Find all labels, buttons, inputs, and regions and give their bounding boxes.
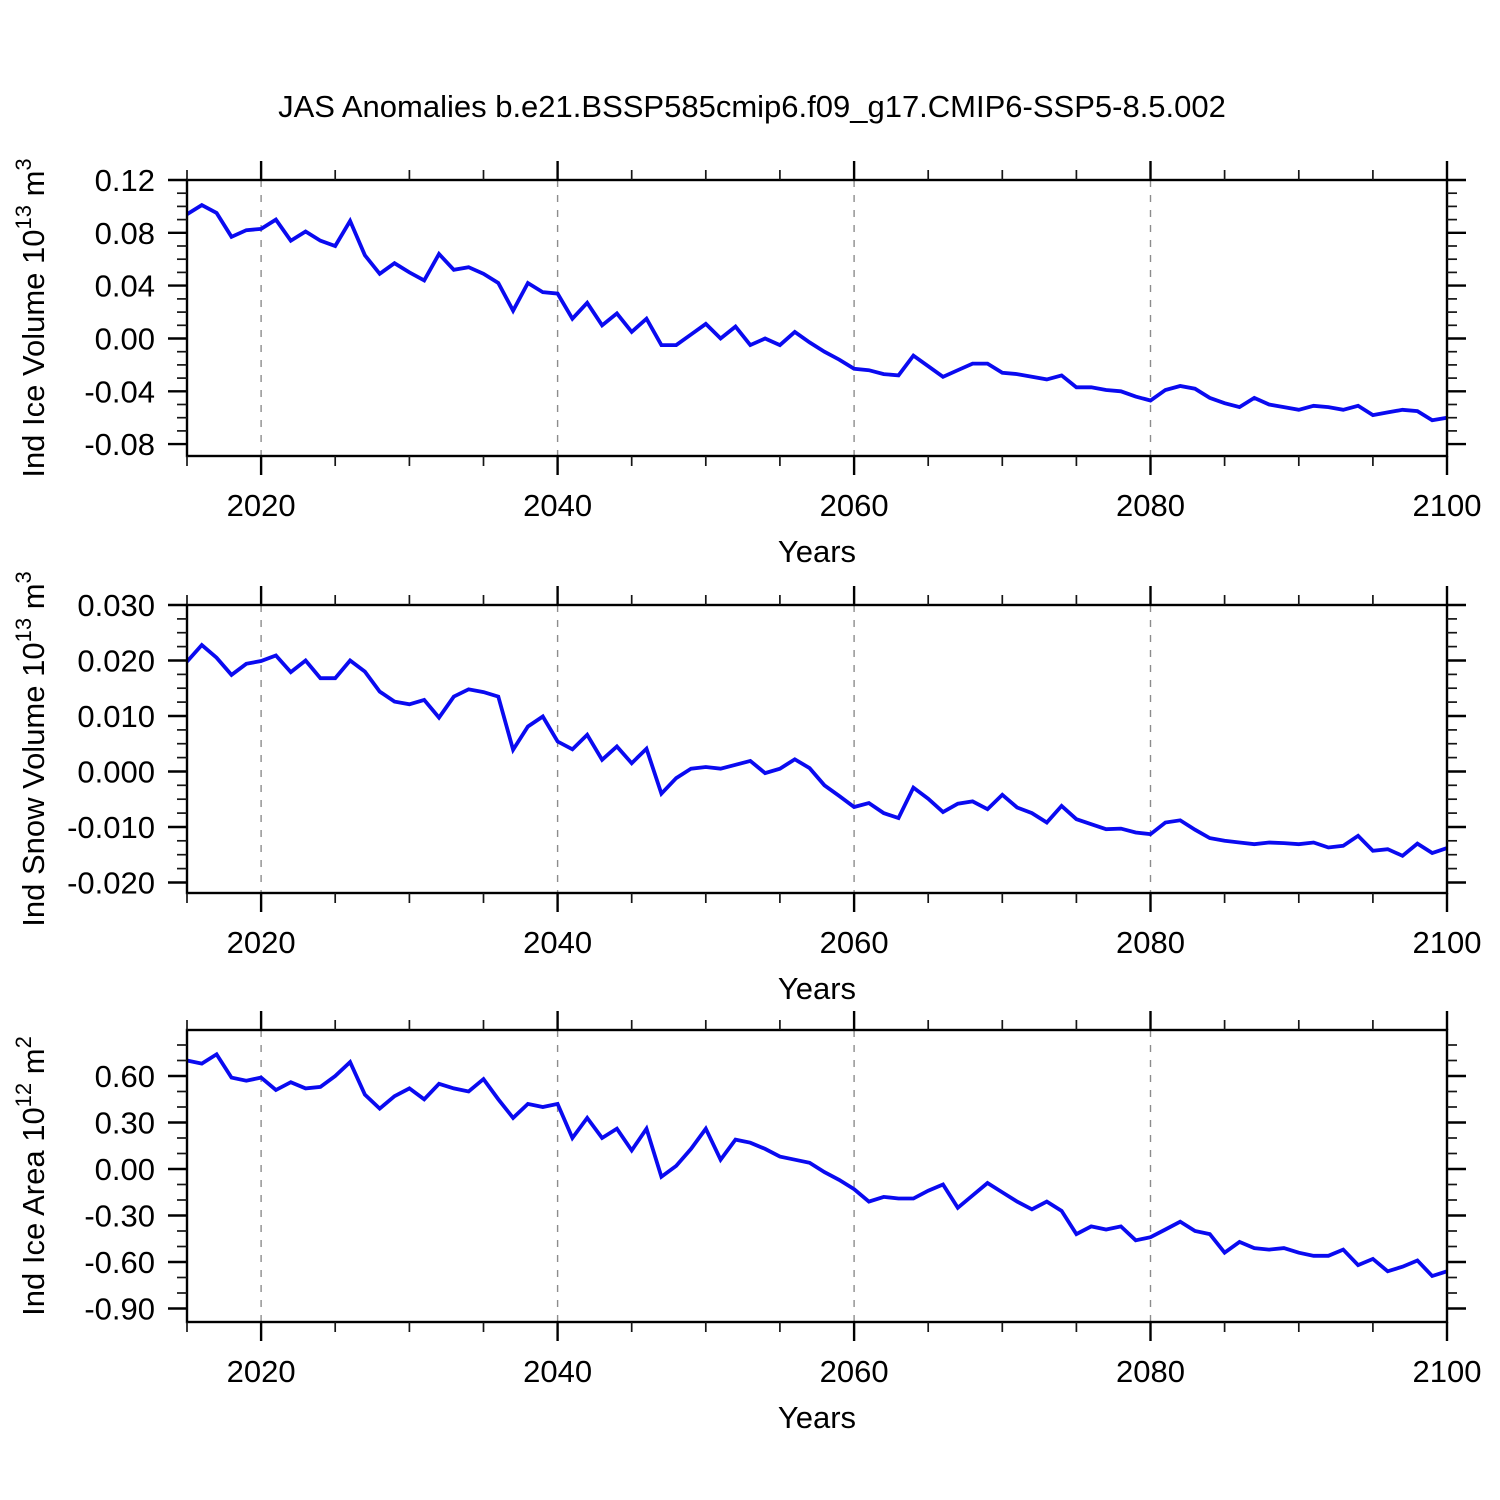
- panel-ice-volume: 2020 2040 2060 2080 2100 0.12 0.08 0.04 0.00 -0.0…: [11, 158, 1481, 569]
- y-axis-title: Ind Ice Area 1012 m2: [11, 1036, 51, 1316]
- x-axis: 2020 2040 2060 2080 2100: [186, 1011, 1482, 1389]
- y-tick-label: -0.90: [84, 1292, 155, 1327]
- series-line-ice-volume: [185, 202, 1448, 423]
- y-tick-label: 0.000: [77, 755, 155, 790]
- y-tick-label: -0.30: [84, 1199, 155, 1234]
- x-axis: 2020 2040 2060 2080 2100: [186, 586, 1482, 960]
- y-tick-label: 0.60: [95, 1059, 155, 1094]
- x-axis-title: Years: [778, 971, 856, 1006]
- y-tick-label: 0.030: [77, 588, 155, 623]
- x-tick-label: 2060: [820, 1354, 889, 1389]
- x-tick-label: 2080: [1116, 1354, 1185, 1389]
- y-axis: 0.030 0.020 0.010 0.000 -0.010 -0.020: [67, 588, 1466, 901]
- x-tick-label: 2100: [1413, 488, 1482, 523]
- panel-snow-volume: 2020 2040 2060 2080 2100 0.030 0.020 0.010 0.000…: [11, 571, 1481, 1006]
- x-gridlines: [260, 605, 1152, 893]
- y-axis-title: Ind Ice Volume 1013 m3: [11, 158, 51, 477]
- y-tick-label: 0.020: [77, 644, 155, 679]
- plot-frame: [185, 1028, 1449, 1324]
- plot-frame: [185, 178, 1449, 458]
- x-axis-title: Years: [778, 534, 856, 569]
- y-tick-label: -0.020: [67, 866, 155, 901]
- series-line-ice-area: [186, 1051, 1448, 1279]
- y-tick-label: -0.08: [84, 427, 155, 462]
- panel-ice-area: 2020 2040 2060 2080 2100 0.60 0.30 0.00 -0.30 -0.…: [11, 1011, 1481, 1435]
- y-tick-label: -0.010: [67, 810, 155, 845]
- x-tick-label: 2060: [820, 488, 889, 523]
- x-tick-label: 2040: [523, 1354, 592, 1389]
- x-tick-label: 2040: [523, 925, 592, 960]
- y-axis-title: Ind Snow Volume 1013 m3: [11, 571, 51, 927]
- x-tick-label: 2040: [523, 488, 592, 523]
- y-tick-label: 0.08: [95, 216, 155, 251]
- y-tick-label: 0.00: [95, 1152, 155, 1187]
- x-tick-label: 2100: [1413, 925, 1482, 960]
- chart-title: JAS Anomalies b.e21.BSSP585cmip6.f09_g17…: [278, 89, 1226, 124]
- plot-frame: [185, 603, 1449, 895]
- y-tick-label: 0.30: [95, 1106, 155, 1141]
- y-tick-label: 0.00: [95, 322, 155, 357]
- x-tick-label: 2080: [1116, 488, 1185, 523]
- y-tick-label: -0.04: [84, 374, 155, 409]
- y-tick-label: 0.04: [95, 269, 155, 304]
- x-tick-label: 2020: [227, 1354, 296, 1389]
- x-gridlines: [260, 1030, 1152, 1322]
- x-gridlines: [260, 180, 1152, 456]
- y-tick-label: 0.010: [77, 699, 155, 734]
- x-tick-label: 2060: [820, 925, 889, 960]
- y-axis: 0.60 0.30 0.00 -0.30 -0.60 -0.90: [84, 1044, 1466, 1327]
- y-axis: 0.12 0.08 0.04 0.00 -0.04 -0.08: [84, 163, 1466, 462]
- x-tick-label: 2020: [227, 925, 296, 960]
- x-tick-label: 2080: [1116, 925, 1185, 960]
- x-tick-label: 2100: [1413, 1354, 1482, 1389]
- x-tick-label: 2020: [227, 488, 296, 523]
- x-axis-title: Years: [778, 1400, 856, 1435]
- y-tick-label: 0.12: [95, 163, 155, 198]
- x-axis: 2020 2040 2060 2080 2100: [186, 161, 1482, 523]
- series-line-snow-volume: [185, 642, 1448, 859]
- y-tick-label: -0.60: [84, 1245, 155, 1280]
